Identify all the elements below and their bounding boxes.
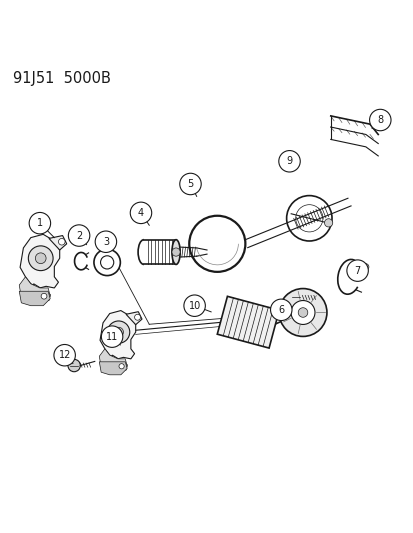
Circle shape (35, 253, 46, 264)
Circle shape (288, 291, 301, 304)
Polygon shape (20, 235, 59, 288)
Circle shape (297, 308, 307, 317)
Text: 11: 11 (106, 332, 118, 342)
Text: 7: 7 (354, 265, 360, 276)
Text: 6: 6 (278, 305, 284, 315)
Circle shape (134, 314, 140, 320)
Circle shape (361, 264, 368, 270)
Text: 2: 2 (76, 231, 82, 240)
Text: 1: 1 (37, 218, 43, 228)
Circle shape (54, 344, 75, 366)
Circle shape (119, 364, 124, 369)
Polygon shape (109, 355, 127, 370)
Circle shape (101, 326, 123, 348)
Circle shape (171, 248, 180, 256)
Circle shape (28, 246, 53, 271)
Circle shape (107, 321, 129, 343)
Circle shape (179, 173, 201, 195)
Circle shape (183, 295, 205, 317)
Circle shape (100, 256, 114, 269)
Circle shape (278, 288, 326, 336)
Text: 12: 12 (58, 350, 71, 360)
Polygon shape (217, 296, 278, 348)
Ellipse shape (171, 240, 180, 264)
Text: 3: 3 (102, 237, 109, 247)
Polygon shape (19, 291, 50, 306)
Circle shape (270, 299, 291, 320)
Text: 4: 4 (138, 208, 144, 218)
Text: 9: 9 (286, 156, 292, 166)
Text: 8: 8 (376, 115, 382, 125)
Circle shape (324, 219, 332, 227)
Circle shape (68, 359, 80, 372)
Circle shape (369, 109, 390, 131)
Circle shape (346, 260, 368, 281)
Circle shape (114, 327, 123, 337)
Polygon shape (49, 236, 66, 250)
Circle shape (130, 202, 151, 223)
Polygon shape (31, 284, 50, 300)
Polygon shape (126, 312, 142, 325)
Circle shape (68, 225, 90, 246)
Circle shape (29, 213, 50, 234)
Text: 10: 10 (188, 301, 200, 311)
Polygon shape (100, 311, 135, 359)
Circle shape (41, 293, 47, 299)
Circle shape (58, 238, 65, 245)
Polygon shape (19, 277, 50, 304)
Circle shape (94, 249, 120, 276)
Polygon shape (99, 349, 127, 373)
Circle shape (95, 231, 116, 253)
Polygon shape (99, 362, 127, 375)
Text: 91J51  5000B: 91J51 5000B (13, 70, 111, 85)
Text: 5: 5 (187, 179, 193, 189)
Circle shape (290, 301, 314, 325)
Circle shape (278, 150, 299, 172)
